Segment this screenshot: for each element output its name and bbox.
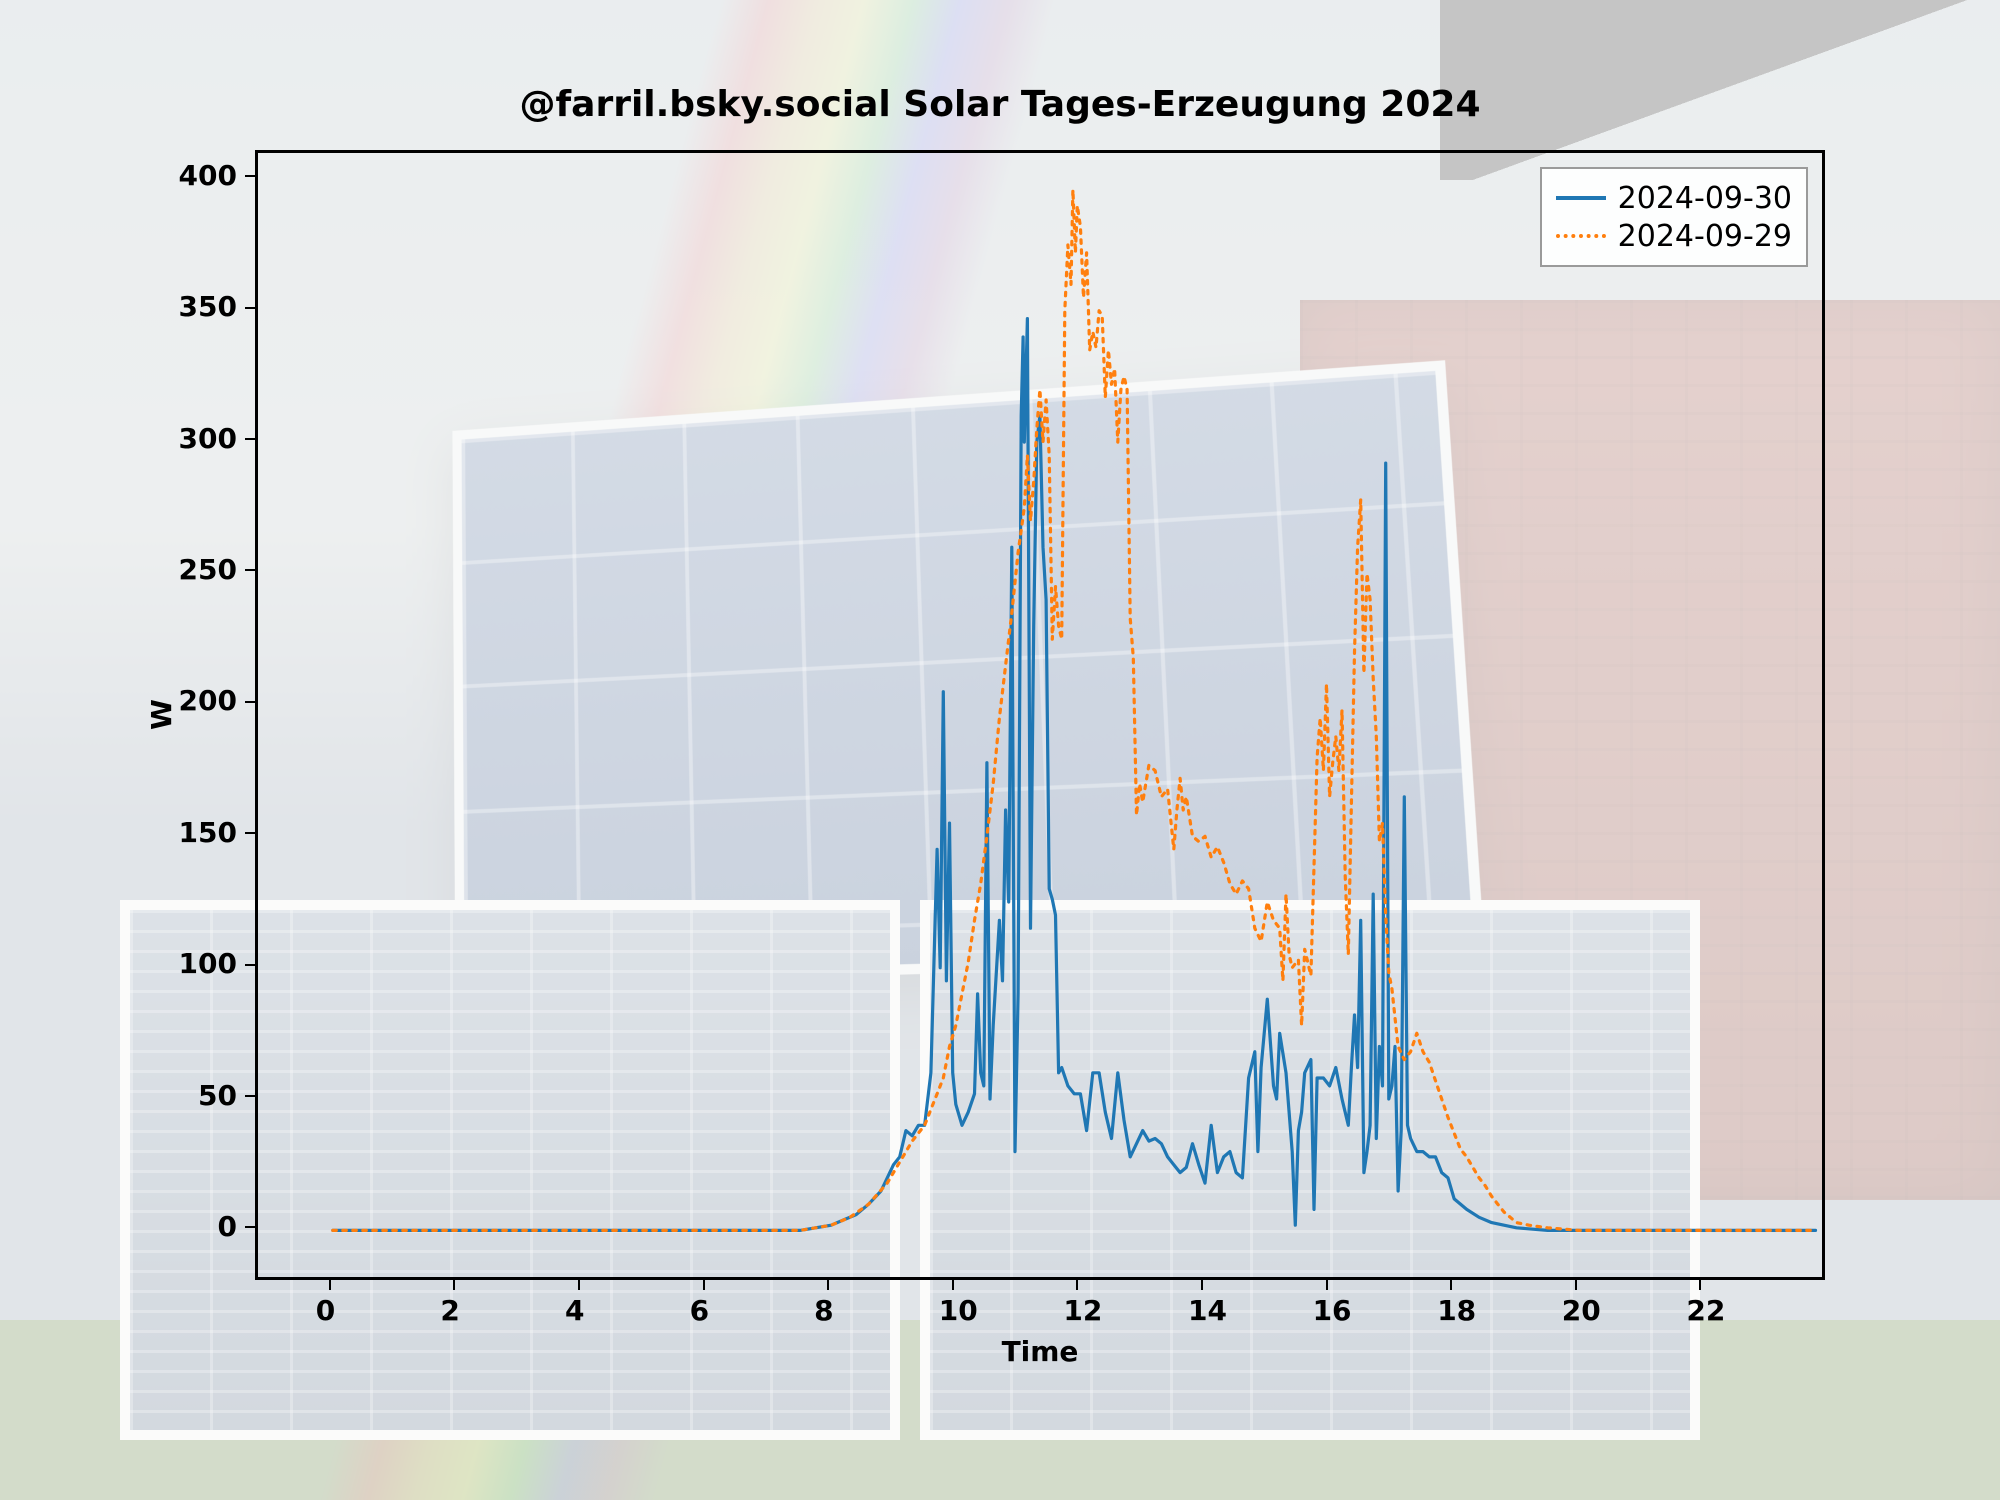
x-tick-label: 22 <box>1686 1294 1725 1327</box>
y-tick-label: 200 <box>179 684 237 717</box>
plot-lines <box>258 153 1828 1283</box>
x-tick-mark <box>1201 1280 1203 1290</box>
x-tick-mark <box>329 1280 331 1290</box>
x-tick-label: 0 <box>316 1294 335 1327</box>
y-tick-mark <box>245 175 255 177</box>
x-tick-mark <box>1450 1280 1452 1290</box>
y-tick-label: 0 <box>218 1210 237 1243</box>
y-tick-label: 100 <box>179 947 237 980</box>
x-tick-label: 2 <box>440 1294 459 1327</box>
x-tick-mark <box>1326 1280 1328 1290</box>
y-tick-mark <box>245 964 255 966</box>
chart-title: @farril.bsky.social Solar Tages-Erzeugun… <box>0 84 2000 125</box>
y-tick-mark <box>245 438 255 440</box>
y-tick-label: 300 <box>179 422 237 455</box>
x-tick-label: 20 <box>1562 1294 1601 1327</box>
x-tick-label: 8 <box>814 1294 833 1327</box>
y-tick-mark <box>245 1095 255 1097</box>
x-tick-label: 4 <box>565 1294 584 1327</box>
y-tick-mark <box>245 569 255 571</box>
legend: 2024-09-302024-09-29 <box>1540 167 1808 267</box>
x-tick-mark <box>952 1280 954 1290</box>
x-tick-mark <box>1076 1280 1078 1290</box>
y-tick-label: 350 <box>179 290 237 323</box>
y-tick-mark <box>245 832 255 834</box>
x-tick-label: 14 <box>1188 1294 1227 1327</box>
x-axis-label: Time <box>255 1335 1825 1368</box>
chart-container: @farril.bsky.social Solar Tages-Erzeugun… <box>0 0 2000 1500</box>
y-tick-label: 150 <box>179 816 237 849</box>
series-line <box>333 190 1816 1231</box>
legend-label: 2024-09-29 <box>1618 219 1792 254</box>
legend-swatch <box>1556 196 1606 200</box>
legend-item: 2024-09-29 <box>1556 217 1792 255</box>
legend-swatch <box>1556 234 1606 238</box>
x-tick-label: 6 <box>690 1294 709 1327</box>
legend-item: 2024-09-30 <box>1556 179 1792 217</box>
x-tick-label: 18 <box>1437 1294 1476 1327</box>
plot-axes: 2024-09-302024-09-29 <box>255 150 1825 1280</box>
y-axis-label: W <box>145 699 178 730</box>
y-tick-label: 400 <box>179 159 237 192</box>
x-tick-mark <box>578 1280 580 1290</box>
legend-label: 2024-09-30 <box>1618 181 1792 216</box>
y-tick-mark <box>245 307 255 309</box>
x-tick-mark <box>703 1280 705 1290</box>
x-tick-mark <box>1699 1280 1701 1290</box>
x-tick-mark <box>453 1280 455 1290</box>
x-tick-label: 16 <box>1313 1294 1352 1327</box>
series-line <box>333 319 1816 1231</box>
x-tick-label: 12 <box>1063 1294 1102 1327</box>
x-tick-mark <box>1575 1280 1577 1290</box>
y-tick-label: 250 <box>179 553 237 586</box>
x-tick-label: 10 <box>939 1294 978 1327</box>
y-tick-label: 50 <box>198 1079 237 1112</box>
x-tick-mark <box>827 1280 829 1290</box>
y-tick-mark <box>245 1226 255 1228</box>
y-tick-mark <box>245 701 255 703</box>
